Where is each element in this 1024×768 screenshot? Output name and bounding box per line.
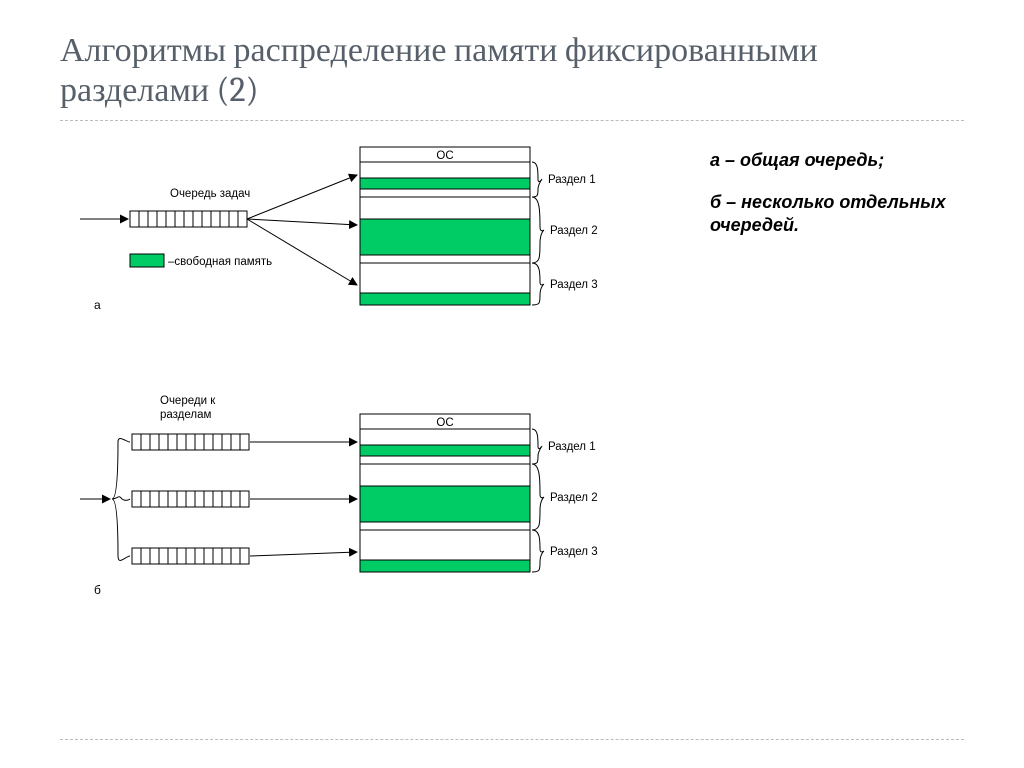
queue-a [130, 211, 247, 227]
free-memory-swatch [130, 254, 164, 267]
queue-label-b-1: Очереди к [160, 395, 216, 407]
memory-block-b: ОС Раздел 1 Раздел 2 [360, 414, 598, 572]
legend-line-a: а – общая очередь; [710, 149, 960, 172]
slide: Алгоритмы распределение памяти фиксирова… [0, 0, 1024, 768]
title-block: Алгоритмы распределение памяти фиксирова… [60, 30, 964, 121]
diagram-a: Очередь задач [80, 147, 598, 312]
legend-text: а – общая очередь; б – несколько отдельн… [710, 149, 960, 255]
queue-b-3 [132, 548, 249, 564]
diagram-area: Очередь задач [60, 139, 680, 699]
queue-label-b-2: разделам [160, 409, 212, 421]
diagram-svg: Очередь задач [60, 139, 680, 699]
section-label-a2: Раздел 2 [550, 225, 598, 237]
page-title: Алгоритмы распределение памяти фиксирова… [60, 30, 964, 110]
footer-divider [60, 739, 964, 740]
memory-block-a: ОС Раздел 1 [360, 147, 598, 305]
legend-line-b: б – несколько отдельных очередей. [710, 191, 960, 238]
content-area: Очередь задач [60, 139, 964, 699]
section-label-a1: Раздел 1 [548, 174, 596, 186]
diagram-b: Очереди к разделам [80, 395, 598, 597]
free-memory-label: –свободная память [168, 256, 272, 268]
queue-b-1 [132, 434, 249, 450]
marker-b: б [94, 583, 101, 597]
marker-a: а [94, 298, 101, 312]
queue-b-2 [132, 491, 249, 507]
section-label-b1: Раздел 1 [548, 441, 596, 453]
section-label-b2: Раздел 2 [550, 492, 598, 504]
section-label-b3: Раздел 3 [550, 546, 598, 558]
queue-label-a: Очередь задач [170, 188, 250, 200]
section-label-a3: Раздел 3 [550, 279, 598, 291]
os-label-a: ОС [436, 150, 453, 162]
os-label-b: ОС [436, 417, 453, 429]
